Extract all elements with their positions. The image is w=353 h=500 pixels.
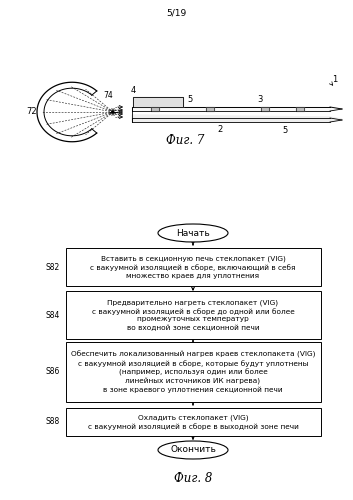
Text: 2: 2 bbox=[217, 125, 223, 134]
Text: S86: S86 bbox=[45, 368, 60, 376]
FancyBboxPatch shape bbox=[66, 342, 321, 402]
Text: 5: 5 bbox=[187, 95, 193, 104]
Text: 3: 3 bbox=[257, 95, 263, 104]
FancyBboxPatch shape bbox=[66, 248, 321, 286]
Text: 5/19: 5/19 bbox=[166, 8, 186, 17]
Polygon shape bbox=[261, 107, 269, 111]
Text: 5: 5 bbox=[282, 126, 288, 135]
FancyBboxPatch shape bbox=[66, 291, 321, 339]
Text: Начать: Начать bbox=[176, 228, 210, 237]
Text: 1: 1 bbox=[332, 76, 337, 84]
Text: S82: S82 bbox=[45, 262, 60, 272]
Text: 4: 4 bbox=[130, 86, 136, 95]
Text: Окончить: Окончить bbox=[170, 446, 216, 454]
Ellipse shape bbox=[158, 441, 228, 459]
Polygon shape bbox=[132, 118, 342, 122]
FancyBboxPatch shape bbox=[66, 408, 321, 436]
Text: Фиг. 7: Фиг. 7 bbox=[166, 134, 204, 146]
Polygon shape bbox=[206, 107, 214, 111]
Text: 74: 74 bbox=[103, 91, 113, 100]
Polygon shape bbox=[132, 107, 342, 111]
Text: 72: 72 bbox=[27, 108, 37, 116]
Text: S84: S84 bbox=[45, 310, 60, 320]
Polygon shape bbox=[133, 97, 183, 107]
Ellipse shape bbox=[158, 224, 228, 242]
Polygon shape bbox=[151, 107, 159, 111]
Text: Фиг. 8: Фиг. 8 bbox=[174, 472, 212, 484]
Polygon shape bbox=[296, 107, 304, 111]
Text: Предварительно нагреть стеклопакет (VIG)
с вакуумной изоляцией в сборе до одной : Предварительно нагреть стеклопакет (VIG)… bbox=[92, 299, 294, 331]
Text: Вставить в секционную печь стеклопакет (VIG)
с вакуумной изоляцией в сборе, вклю: Вставить в секционную печь стеклопакет (… bbox=[90, 256, 296, 278]
Text: Обеспечить локализованный нагрев краев стеклопакета (VIG)
с вакуумной изоляцией : Обеспечить локализованный нагрев краев с… bbox=[71, 350, 315, 394]
Text: Охладить стеклопакет (VIG)
с вакуумной изоляцией в сборе в выходной зоне печи: Охладить стеклопакет (VIG) с вакуумной и… bbox=[88, 414, 298, 430]
Polygon shape bbox=[132, 115, 342, 121]
Text: S88: S88 bbox=[45, 418, 60, 426]
